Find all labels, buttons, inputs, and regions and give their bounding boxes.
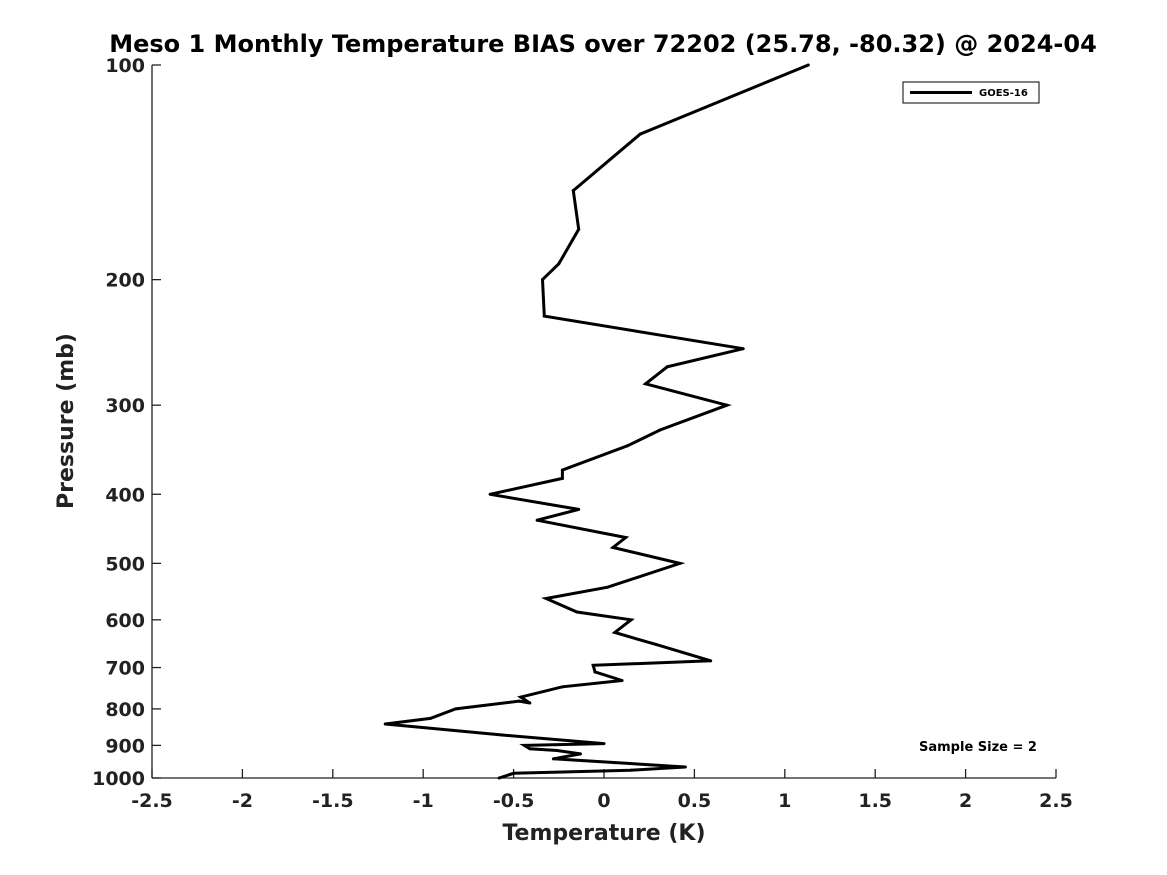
data-point-38 <box>499 733 503 737</box>
legend: GOES-16 <box>902 81 1040 104</box>
data-point-23 <box>575 610 579 614</box>
data-point-24 <box>629 618 633 622</box>
data-point-7 <box>741 347 745 351</box>
series-line-goes-16 <box>385 63 809 780</box>
data-point-47 <box>512 771 516 775</box>
data-point-5 <box>541 278 545 282</box>
data-point-8 <box>665 365 669 369</box>
legend-label-goes-16: GOES-16 <box>979 88 1028 99</box>
data-point-42 <box>555 748 559 752</box>
x-ticks: -2.5 -2 -1.5 -1 -0.5 0 0.5 1 1.5 2 2.5 <box>131 769 1073 812</box>
data-point-21 <box>606 585 610 589</box>
data-point-29 <box>593 670 597 674</box>
x-tick-label: 1 <box>778 790 791 812</box>
data-point-18 <box>624 536 628 540</box>
series-points <box>383 63 810 780</box>
x-axis-label: Temperature (K) <box>502 821 705 846</box>
data-point-33 <box>528 701 532 705</box>
y-tick-label: 900 <box>105 735 145 757</box>
data-point-26 <box>654 643 658 647</box>
data-point-48 <box>497 776 501 780</box>
data-point-19 <box>611 545 615 549</box>
y-tick-label: 300 <box>105 395 145 417</box>
x-tick-label: -1.5 <box>312 790 354 812</box>
data-point-0 <box>806 63 810 67</box>
data-point-45 <box>683 765 687 769</box>
data-point-27 <box>709 659 713 663</box>
y-axis-label: Pressure (mb) <box>54 333 79 509</box>
sample-size-annotation: Sample Size = 2 <box>919 740 1037 755</box>
y-tick-label: 500 <box>105 553 145 575</box>
data-point-16 <box>577 507 581 511</box>
x-tick-label: 2.5 <box>1039 790 1073 812</box>
y-tick-label: 400 <box>105 484 145 506</box>
x-tick-label: 2 <box>959 790 972 812</box>
data-point-14 <box>560 476 564 480</box>
x-tick-label: -2.5 <box>131 790 173 812</box>
data-point-2 <box>571 189 575 193</box>
data-point-1 <box>638 132 642 136</box>
data-point-43 <box>578 752 582 756</box>
data-point-41 <box>528 747 532 751</box>
data-point-44 <box>551 757 555 761</box>
y-tick-label: 700 <box>105 658 145 680</box>
data-point-36 <box>428 716 432 720</box>
data-point-34 <box>517 699 521 703</box>
x-tick-label: -2 <box>232 790 253 812</box>
y-tick-label: 600 <box>105 610 145 632</box>
data-point-31 <box>560 685 564 689</box>
data-point-15 <box>488 492 492 496</box>
x-tick-label: 1.5 <box>858 790 892 812</box>
plot-area: -2.5 -2 -1.5 -1 -0.5 0 0.5 1 1.5 2 2.5 100 200 300 40… <box>92 55 1073 812</box>
x-tick-label: -1 <box>413 790 434 812</box>
plot-frame <box>152 65 1056 778</box>
data-point-12 <box>626 444 630 448</box>
data-point-35 <box>454 707 458 711</box>
data-point-6 <box>542 314 546 318</box>
x-tick-label: 0.5 <box>678 790 712 812</box>
data-point-11 <box>658 428 662 432</box>
data-point-32 <box>519 695 523 699</box>
data-point-28 <box>591 663 595 667</box>
x-tick-label: 0 <box>597 790 610 812</box>
data-point-25 <box>613 630 617 634</box>
y-tick-label: 1000 <box>92 768 145 790</box>
x-tick-label: -0.5 <box>493 790 535 812</box>
data-point-17 <box>535 518 539 522</box>
data-point-10 <box>725 403 729 407</box>
data-point-46 <box>629 768 633 772</box>
data-point-40 <box>522 743 526 747</box>
data-point-22 <box>544 596 548 600</box>
data-point-20 <box>678 561 682 565</box>
chart-title: Meso 1 Monthly Temperature BIAS over 722… <box>109 30 1097 58</box>
data-point-9 <box>644 382 648 386</box>
data-point-13 <box>560 468 564 472</box>
y-tick-label: 100 <box>105 55 145 77</box>
data-point-39 <box>602 742 606 746</box>
y-tick-label: 800 <box>105 699 145 721</box>
y-tick-label: 200 <box>105 270 145 292</box>
data-point-4 <box>557 262 561 266</box>
data-point-3 <box>577 227 581 231</box>
data-point-37 <box>383 722 387 726</box>
y-ticks: 100 200 300 400 500 600 700 800 900 1000 <box>92 55 161 790</box>
data-point-30 <box>620 679 624 683</box>
